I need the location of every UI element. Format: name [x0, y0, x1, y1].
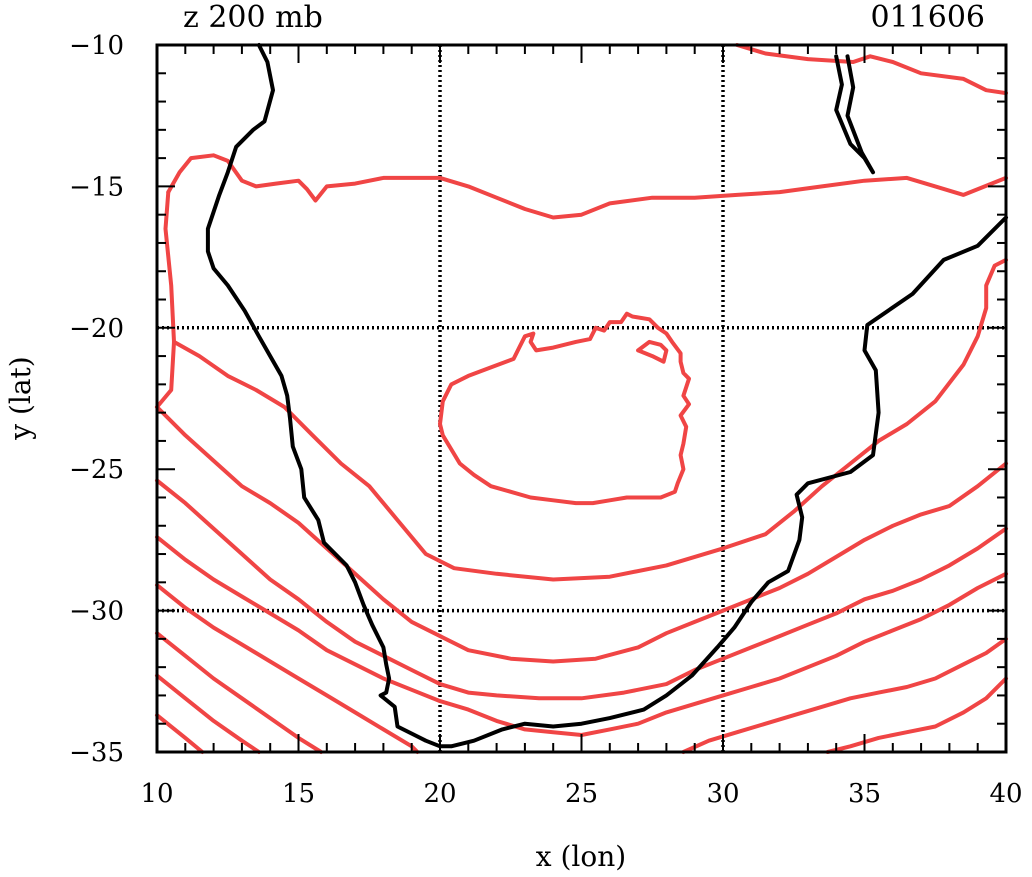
contour-line	[155, 535, 1008, 737]
contour-lines	[155, 43, 1008, 754]
x-axis-label: x (lon)	[536, 840, 626, 873]
coastline	[205, 43, 1008, 749]
y-tick-label: −30	[69, 597, 124, 627]
x-tick-label: 30	[706, 779, 739, 809]
y-tick-label: −35	[69, 738, 124, 768]
contour-line	[155, 713, 205, 754]
contour-line	[155, 478, 1008, 701]
contour-line	[681, 636, 1008, 754]
coastline-segment	[205, 43, 1008, 749]
coastline-segment	[834, 54, 875, 175]
y-axis-tick-labels: −10 −15 −20 −25 −30 −35	[69, 31, 124, 768]
y-axis-label: y (lat)	[4, 356, 37, 440]
contour-line	[172, 257, 1008, 582]
x-tick-label: 25	[565, 779, 598, 809]
x-tick-label: 10	[140, 779, 173, 809]
contour-line	[155, 190, 176, 409]
x-axis-tick-labels: 10 15 20 25 30 35 40	[140, 779, 1022, 809]
y-tick-label: −20	[69, 314, 124, 344]
contour-line	[155, 583, 420, 754]
x-tick-label: 35	[848, 779, 881, 809]
x-tick-label: 20	[423, 779, 456, 809]
y-tick-label: −15	[69, 172, 124, 202]
y-tick-label: −10	[69, 31, 124, 61]
plot-title-left: z 200 mb	[183, 0, 323, 35]
contour-line	[735, 43, 1008, 96]
gridlines	[157, 45, 1006, 752]
contour-line	[438, 311, 691, 506]
x-tick-label: 40	[989, 779, 1022, 809]
contour-line	[636, 339, 669, 364]
x-tick-label: 15	[282, 779, 315, 809]
plot-title-right: 011606	[870, 0, 985, 35]
contour-line	[825, 676, 1008, 754]
contour-line	[166, 153, 1008, 220]
contour-line	[155, 405, 1008, 664]
contour-line	[155, 673, 261, 754]
axis-ticks	[156, 44, 1007, 753]
y-tick-label: −25	[69, 455, 124, 485]
